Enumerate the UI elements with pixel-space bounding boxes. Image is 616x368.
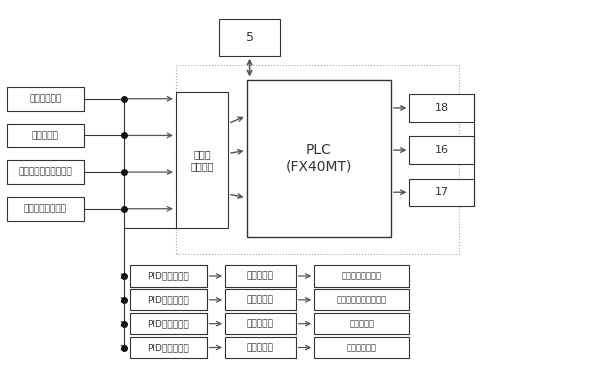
Bar xyxy=(7,124,84,147)
Text: 固态继电器: 固态继电器 xyxy=(247,343,274,352)
Text: 5: 5 xyxy=(246,31,254,44)
Text: 采样管加热块: 采样管加热块 xyxy=(347,343,377,352)
Text: 18: 18 xyxy=(435,103,448,113)
Bar xyxy=(410,136,474,164)
Bar xyxy=(314,337,410,358)
Bar xyxy=(410,178,474,206)
Bar xyxy=(225,313,296,334)
Text: 16: 16 xyxy=(435,145,448,155)
Bar xyxy=(225,337,296,358)
Text: 固态继电器: 固态继电器 xyxy=(247,319,274,328)
Text: 两位六通阀热电偶: 两位六通阀热电偶 xyxy=(24,204,67,213)
Bar xyxy=(225,289,296,311)
Text: PID温度控制器: PID温度控制器 xyxy=(147,343,189,352)
Bar xyxy=(219,19,280,56)
Bar xyxy=(176,92,228,228)
Text: 17: 17 xyxy=(435,187,448,197)
Bar xyxy=(7,160,84,184)
Text: 两位三通阀加热块: 两位三通阀加热块 xyxy=(342,272,382,280)
Text: 六进两出多位阀热电偶: 六进两出多位阀热电偶 xyxy=(18,167,72,177)
Text: PID温度控制器: PID温度控制器 xyxy=(147,319,189,328)
Text: 冷阱加热块: 冷阱加热块 xyxy=(349,319,375,328)
Bar xyxy=(130,337,206,358)
Bar xyxy=(246,79,391,237)
Text: PID温度控制器: PID温度控制器 xyxy=(147,296,189,304)
Bar xyxy=(176,65,458,254)
Bar xyxy=(130,265,206,287)
Text: 固态继电器: 固态继电器 xyxy=(247,296,274,304)
Bar xyxy=(130,289,206,311)
Text: 六进两出多位阀加热块: 六进两出多位阀加热块 xyxy=(337,296,387,304)
Bar xyxy=(7,197,84,221)
Text: 固态继电器: 固态继电器 xyxy=(247,272,274,280)
Text: PLC
(FX40MT): PLC (FX40MT) xyxy=(286,143,352,173)
Bar xyxy=(314,265,410,287)
Text: 冷阱热电偶: 冷阱热电偶 xyxy=(32,131,59,140)
Bar xyxy=(7,87,84,111)
Bar xyxy=(410,94,474,122)
Bar xyxy=(130,313,206,334)
Bar xyxy=(314,313,410,334)
Bar xyxy=(225,265,296,287)
Text: PID温度控制器: PID温度控制器 xyxy=(147,272,189,280)
Text: 采样管热电偶: 采样管热电偶 xyxy=(29,94,62,103)
Bar xyxy=(314,289,410,311)
Text: 模拟量
输入模块: 模拟量 输入模块 xyxy=(190,149,214,171)
